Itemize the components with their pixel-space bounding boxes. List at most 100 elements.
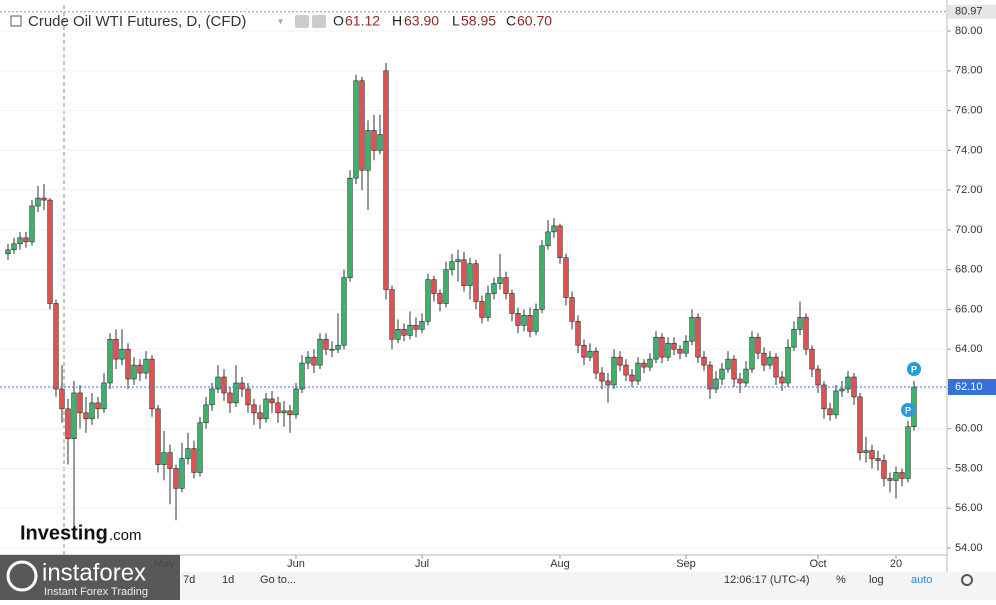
- candle-body: [245, 388, 251, 406]
- x-tick-label: Aug: [550, 558, 570, 570]
- y-tick-label: 78.00: [955, 65, 983, 77]
- settings-gear[interactable]: [961, 574, 973, 586]
- candle-body: [131, 364, 137, 380]
- candle-body: [41, 197, 47, 201]
- candle-body: [191, 448, 197, 473]
- candle-body: [707, 364, 713, 390]
- candle-body: [425, 279, 431, 322]
- range-button[interactable]: 1d: [222, 574, 234, 586]
- candle-body: [611, 356, 617, 386]
- high-label: 80.97: [955, 6, 983, 18]
- candle-body: [485, 293, 491, 318]
- candle-body: [653, 336, 659, 360]
- candle-body: [509, 293, 515, 314]
- candle-body: [623, 364, 629, 376]
- candle-body: [761, 352, 767, 366]
- logo-icon: [6, 560, 38, 592]
- logo: instaforex Instant Forex Trading: [0, 555, 180, 600]
- y-tick-label: 80.00: [955, 25, 983, 37]
- candle-body: [149, 358, 155, 410]
- watermark: Investing .com: [20, 522, 142, 544]
- eye-icon[interactable]: [295, 15, 309, 28]
- candles: [5, 62, 917, 529]
- settings-icon[interactable]: [312, 15, 326, 28]
- log-button[interactable]: log: [869, 574, 884, 586]
- watermark-suffix: .com: [109, 527, 142, 544]
- open-value: 61.12: [345, 13, 380, 29]
- candle-body: [413, 325, 419, 330]
- candle-body: [497, 277, 503, 284]
- candle-body: [491, 283, 497, 294]
- candle-body: [341, 277, 347, 346]
- candle-body: [347, 177, 353, 278]
- low-value: 58.95: [461, 13, 496, 29]
- y-tick-label: 68.00: [955, 264, 983, 276]
- y-tick-label: 66.00: [955, 303, 983, 315]
- collapse-icon[interactable]: [10, 15, 22, 27]
- candle-body: [905, 426, 911, 479]
- candle-body: [683, 340, 689, 354]
- candle-body: [557, 225, 563, 259]
- close-value: 60.70: [517, 13, 552, 29]
- candle-body: [875, 458, 881, 461]
- candle-body: [197, 422, 203, 473]
- candle-body: [797, 317, 803, 330]
- candle-body: [161, 452, 167, 465]
- candle-body: [329, 348, 335, 351]
- goto-button[interactable]: Go to...: [260, 574, 296, 586]
- open-label: O: [333, 13, 344, 29]
- candle-body: [893, 472, 899, 481]
- candle-body: [71, 392, 77, 439]
- candle-body: [881, 460, 887, 479]
- candle-body: [749, 336, 755, 370]
- candle-body: [113, 338, 119, 360]
- candle-body: [305, 356, 311, 364]
- candle-body: [275, 402, 281, 414]
- close-label: C: [506, 13, 516, 29]
- candle-body: [743, 368, 749, 384]
- candle-body: [215, 376, 221, 390]
- candle-body: [89, 402, 95, 420]
- candle-body: [587, 350, 593, 358]
- candle-body: [401, 329, 407, 336]
- candle-body: [353, 80, 359, 179]
- candle-body: [521, 315, 527, 326]
- candle-body: [467, 263, 473, 286]
- event-marker: [901, 403, 915, 417]
- candle-body: [179, 458, 185, 489]
- candle-body: [23, 237, 29, 243]
- watermark-brand: Investing: [20, 522, 108, 544]
- candle-body: [833, 390, 839, 416]
- candle-body: [137, 364, 143, 374]
- candle-body: [5, 249, 11, 255]
- candle-body: [251, 404, 257, 414]
- candle-body: [575, 321, 581, 346]
- candle-body: [11, 243, 17, 251]
- range-button[interactable]: 7d: [183, 574, 195, 586]
- candle-body: [431, 279, 437, 294]
- candle-body: [395, 329, 401, 340]
- candle-body: [107, 338, 113, 384]
- y-tick-label: 54.00: [955, 542, 983, 554]
- header: Crude Oil WTI Futures, D, (CFD) ▾ O 61.1…: [10, 13, 552, 30]
- candle-body: [515, 313, 521, 326]
- overlay: 62.10 80.97 P P: [0, 4, 996, 417]
- percent-button[interactable]: %: [836, 574, 846, 586]
- candle-body: [767, 356, 773, 366]
- candle-body: [143, 358, 149, 374]
- candle-body: [269, 398, 275, 404]
- candle-body: [125, 348, 131, 380]
- candle-body: [365, 130, 371, 171]
- candle-body: [377, 134, 383, 151]
- dropdown-icon[interactable]: ▾: [278, 17, 283, 28]
- candle-body: [17, 237, 23, 245]
- clock: 12:06:17 (UTC-4): [724, 574, 810, 586]
- y-tick-label: 70.00: [955, 224, 983, 236]
- candle-body: [335, 344, 341, 350]
- auto-button[interactable]: auto: [911, 574, 932, 586]
- candle-body: [455, 259, 461, 263]
- logo-name: instaforex: [42, 559, 146, 586]
- candle-body: [419, 321, 425, 330]
